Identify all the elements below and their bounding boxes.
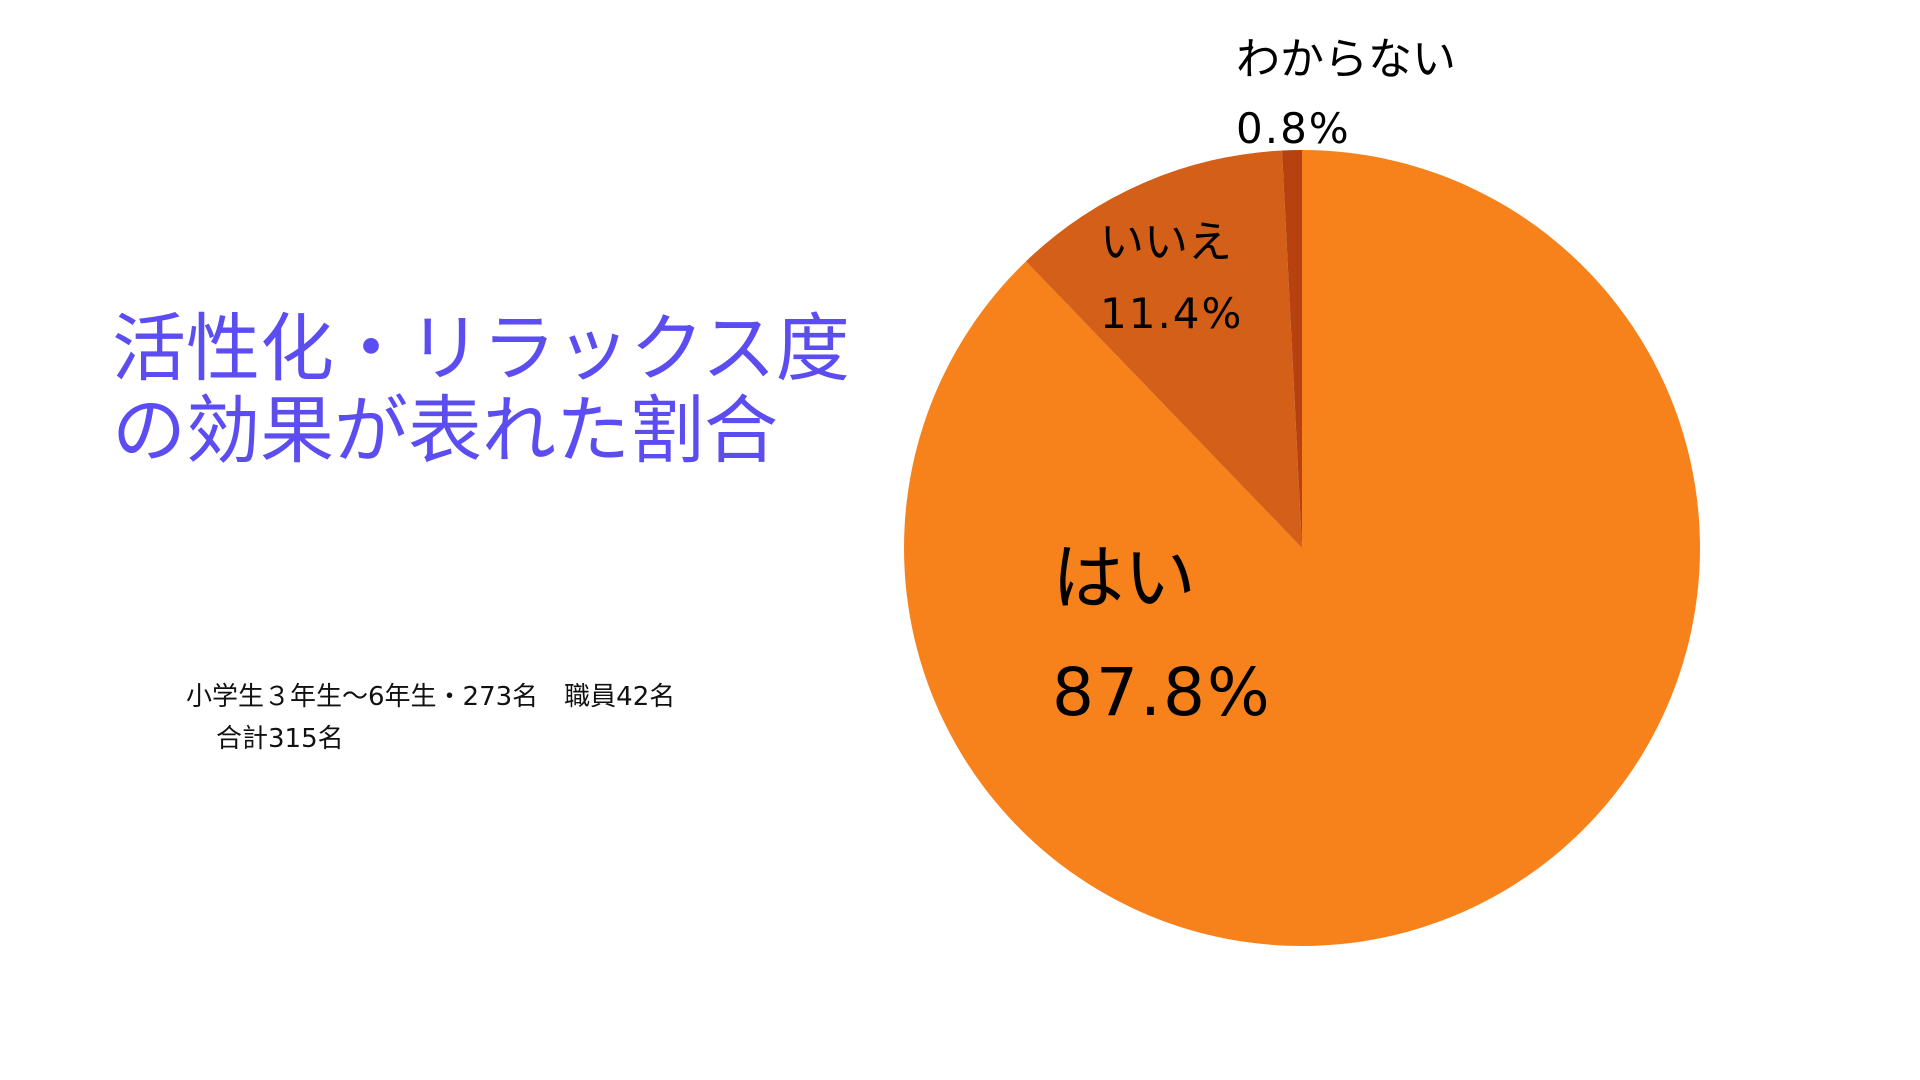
slice-label-3: わからない xyxy=(1236,34,1456,85)
sample-note-line-2: 合計315名 xyxy=(216,724,344,754)
slice-value-label-1: 87.8% xyxy=(1052,654,1272,731)
chart-title: 活性化・リラックス度 の効果が表れた割合 xyxy=(112,308,850,472)
pie-slice-3 xyxy=(1282,150,1302,548)
pie-slice-2 xyxy=(1025,150,1302,548)
sample-note: 小学生３年生～6年生・273名 職員42名 合計315名 xyxy=(186,676,675,760)
slice-label-2: いいえ xyxy=(1100,217,1232,268)
slice-value-label-2: 11.4% xyxy=(1100,289,1243,338)
sample-note-line-1: 小学生３年生～6年生・273名 職員42名 xyxy=(186,682,676,712)
chart-title-line-2: の効果が表れた割合 xyxy=(112,388,778,474)
slice-value-label-3: 0.8% xyxy=(1236,104,1351,153)
slice-label-1: はい xyxy=(1052,536,1196,620)
chart-title-line-1: 活性化・リラックス度 xyxy=(112,306,850,392)
